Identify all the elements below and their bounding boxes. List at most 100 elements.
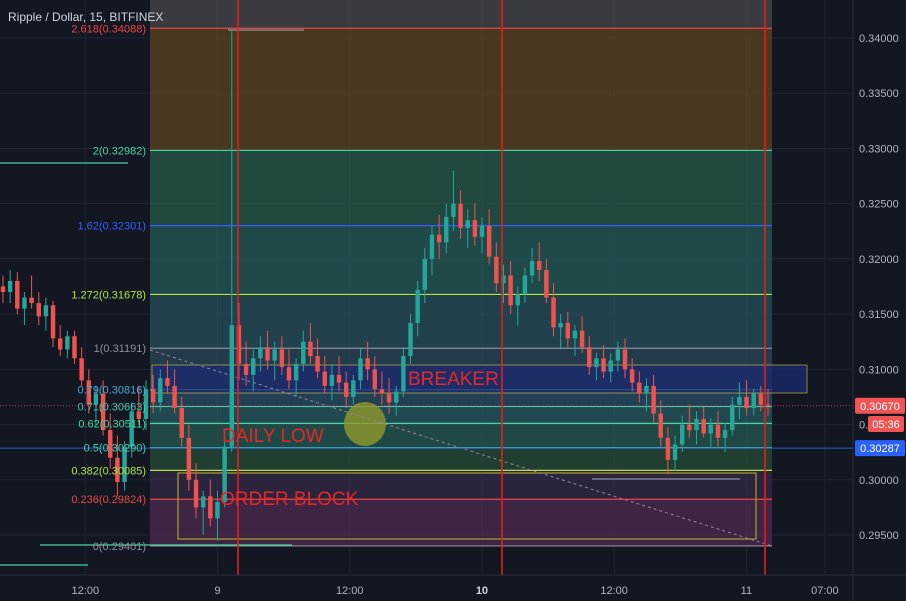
price-tick-label: 0.30000 — [859, 475, 899, 487]
candle-body — [150, 389, 156, 403]
candle-body — [200, 496, 206, 508]
candle-body — [65, 336, 70, 350]
time-axis[interactable]: 12:00 9 12:00 10 12:00 11 07:00 — [0, 574, 906, 597]
candle-body — [115, 457, 120, 482]
time-tick-label: 12:00 — [600, 585, 628, 597]
annotation-text: BREAKER — [408, 369, 499, 390]
candle-body — [329, 374, 335, 386]
candle-body — [551, 297, 556, 328]
fib-level-label: 0.382(0.30085) — [71, 465, 146, 477]
candle-body — [315, 356, 320, 372]
fib-level-label: 0.71(0.30663) — [78, 402, 147, 414]
fib-band — [150, 294, 772, 349]
candle-body — [494, 256, 499, 284]
candle-body — [715, 424, 721, 438]
candle-body — [222, 446, 227, 502]
candle-body — [408, 322, 413, 357]
candle-body — [236, 325, 242, 364]
candle-body — [251, 358, 256, 375]
order-block-box — [177, 472, 757, 540]
candle-body — [565, 322, 571, 339]
candle-body — [286, 367, 292, 381]
candle-body — [172, 385, 177, 408]
price-badge — [855, 440, 905, 457]
fib-band — [150, 470, 772, 500]
candle-body — [701, 419, 706, 434]
fib-band — [150, 499, 772, 546]
candle-body — [722, 430, 728, 438]
candle-body — [379, 389, 385, 394]
candle-body — [694, 419, 699, 431]
candle-body — [72, 336, 77, 359]
candle-body — [436, 234, 442, 243]
candle-body — [193, 479, 199, 508]
candle-body — [143, 389, 149, 420]
chart-title: Ripple / Dollar, 15, BITFINEX — [8, 10, 163, 24]
candle-body — [415, 289, 420, 323]
candle-body — [86, 380, 92, 405]
candle-body — [358, 358, 363, 381]
candle-body — [165, 378, 170, 386]
price-tick-label: 0.31000 — [859, 364, 899, 376]
time-tick-label: 12:00 — [72, 585, 100, 597]
candle-body — [515, 294, 520, 306]
price-tick-label: 0.29500 — [859, 530, 899, 542]
price-tick-label: 0.32500 — [859, 199, 899, 211]
fib-level-label: 1.272(0.31678) — [71, 289, 146, 301]
price-tick-label: 0.33000 — [859, 143, 899, 155]
candle-body — [279, 349, 285, 368]
drawings — [0, 29, 853, 566]
candle-body — [501, 275, 506, 284]
candle-body — [615, 349, 621, 361]
candle-body — [572, 330, 578, 339]
candle-body — [486, 225, 492, 257]
price-tick-label: 0.32000 — [859, 254, 899, 266]
candle-body — [730, 404, 735, 431]
fib-band — [150, 447, 772, 471]
candle-body — [93, 393, 99, 405]
candle-body — [122, 446, 127, 482]
fib-level-label: 1(0.31191) — [94, 343, 146, 355]
candle-body — [429, 234, 435, 259]
price-badge — [868, 416, 904, 433]
fibonacci-labels: 2.618(0.34088) 2(0.32982) 1.62(0.32301) 1.2… — [71, 23, 146, 553]
candle-body — [472, 220, 478, 237]
candle-body — [508, 275, 513, 306]
candle-body — [136, 411, 142, 420]
candle-body — [679, 424, 685, 445]
fib-level-label: 2.618(0.34088) — [71, 23, 146, 35]
price-badges: 0.30670 05:36 0.30287 — [855, 397, 905, 457]
candle-body — [451, 203, 456, 217]
candle-body — [43, 305, 49, 317]
breaker-box — [151, 364, 808, 394]
candle-body — [479, 225, 485, 237]
candle-body — [522, 275, 528, 295]
candle-body — [258, 347, 263, 359]
candle-body — [651, 385, 656, 414]
price-badge — [855, 397, 905, 414]
candle-body — [708, 424, 714, 434]
candle-body — [601, 358, 606, 372]
candle-body — [0, 286, 6, 293]
daily-low-ellipse — [344, 402, 386, 446]
candle-body — [215, 501, 220, 519]
candle-body — [179, 407, 184, 438]
time-tick-label: 12:00 — [336, 585, 364, 597]
candle-body — [372, 369, 377, 390]
candle-body — [7, 280, 13, 293]
candle-body — [265, 347, 270, 361]
price-tick-label: 0.34000 — [859, 33, 899, 45]
candle-body — [665, 437, 671, 460]
candle-body — [108, 430, 113, 458]
fib-level-label: 0(0.29401) — [93, 541, 146, 553]
candle-body — [536, 261, 542, 270]
fib-level-label: 1.62(0.32301) — [78, 221, 147, 233]
candle-body — [22, 297, 27, 309]
candle-body — [386, 393, 392, 403]
candle-body — [394, 391, 399, 403]
candle-body — [208, 496, 213, 519]
fib-band — [150, 389, 772, 407]
fib-level-label: 0.5(0.30290) — [84, 443, 146, 455]
candle-body — [758, 393, 764, 405]
